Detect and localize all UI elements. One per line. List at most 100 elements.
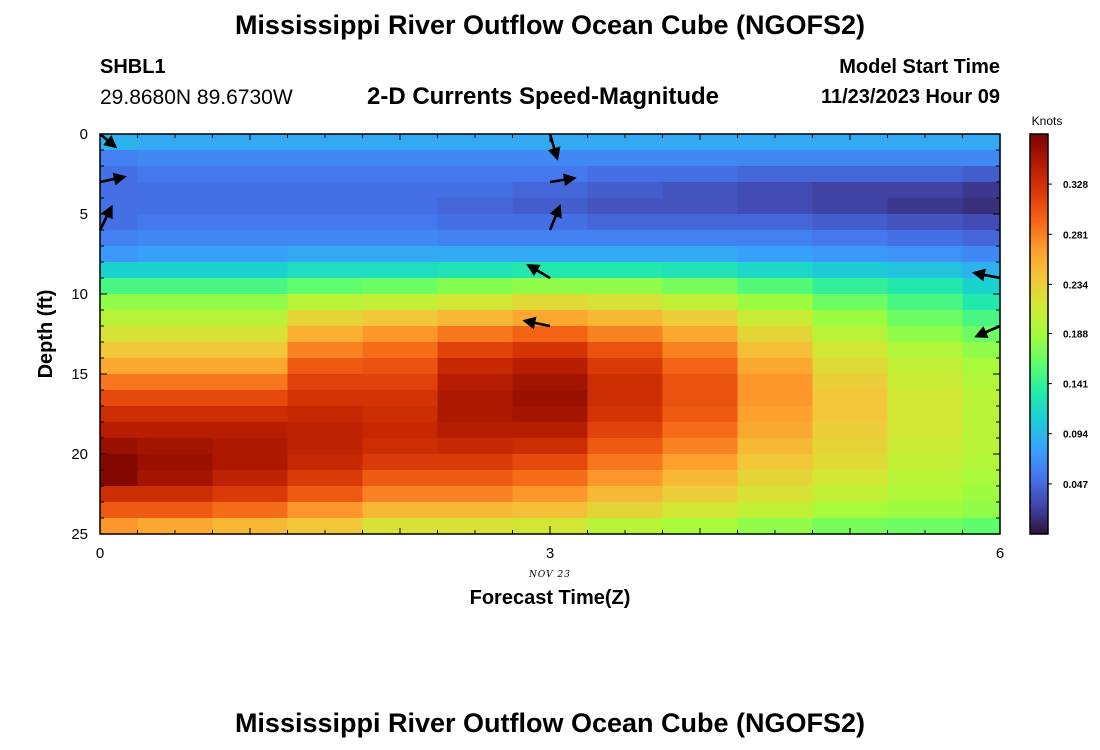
heatmap-cell — [100, 150, 139, 167]
heatmap-cell — [887, 406, 964, 423]
heatmap-cell — [662, 486, 739, 503]
heatmap-cell — [812, 294, 889, 311]
heatmap-cell — [887, 262, 964, 279]
heatmap-cell — [737, 310, 814, 327]
heatmap-cell — [962, 486, 1001, 503]
heatmap-cell — [137, 166, 214, 183]
heatmap-cell — [737, 374, 814, 391]
heatmap-cell — [437, 390, 514, 407]
heatmap-cell — [512, 182, 589, 199]
heatmap-cell — [812, 166, 889, 183]
heatmap-cell — [662, 278, 739, 295]
heatmap-cell — [100, 518, 139, 535]
heatmap-cell — [587, 502, 664, 519]
heatmap-cell — [587, 166, 664, 183]
heatmap-cell — [812, 390, 889, 407]
heatmap-cell — [662, 454, 739, 471]
heatmap-cell — [962, 406, 1001, 423]
heatmap-cell — [962, 438, 1001, 455]
heatmap-cell — [737, 406, 814, 423]
heatmap-cell — [137, 422, 214, 439]
heatmap-cell — [737, 166, 814, 183]
heatmap-cell — [737, 214, 814, 231]
heatmap-cell — [362, 518, 439, 535]
heatmap-cell — [812, 342, 889, 359]
heatmap-cell — [512, 502, 589, 519]
heatmap-cell — [212, 326, 289, 343]
heatmap-cell — [287, 454, 364, 471]
heatmap-cell — [662, 166, 739, 183]
heatmap-cell — [137, 182, 214, 199]
colorbar-tick-label: 0.281 — [1063, 230, 1088, 241]
current-vector-arrow — [99, 133, 118, 149]
heatmap-cell — [662, 182, 739, 199]
current-vector-arrow — [522, 316, 551, 330]
heatmap-cell — [512, 214, 589, 231]
y-tick-label: 10 — [71, 286, 88, 303]
colorbar-tick-label: 0.094 — [1063, 430, 1088, 441]
heatmap-cell — [137, 134, 214, 151]
y-tick-label: 15 — [71, 366, 88, 383]
heatmap-cell — [812, 470, 889, 487]
heatmap-cell — [662, 230, 739, 247]
heatmap-cell — [662, 246, 739, 263]
heatmap-cell — [662, 422, 739, 439]
heatmap-cell — [812, 150, 889, 167]
heatmap-cell — [887, 230, 964, 247]
heatmap-cell — [962, 310, 1001, 327]
heatmap-cell — [362, 214, 439, 231]
heatmap-cell — [362, 134, 439, 151]
heatmap-cells — [100, 134, 1001, 535]
heatmap-cell — [212, 246, 289, 263]
current-vector-arrow — [526, 263, 551, 280]
heatmap-cell — [812, 454, 889, 471]
heatmap-cell — [662, 326, 739, 343]
heatmap-cell — [287, 470, 364, 487]
heatmap-cell — [587, 150, 664, 167]
heatmap-cell — [137, 262, 214, 279]
x-sublabel: NOV 23 — [528, 570, 571, 580]
heatmap-cell — [100, 470, 139, 487]
heatmap-cell — [437, 326, 514, 343]
y-tick-label: 0 — [80, 126, 88, 143]
heatmap-cell — [737, 470, 814, 487]
heatmap-cell — [437, 166, 514, 183]
heatmap-cell — [662, 294, 739, 311]
x-tick-label: 3 — [546, 545, 554, 562]
heatmap-cell — [887, 438, 964, 455]
heatmap-cell — [100, 262, 139, 279]
heatmap-cell — [587, 518, 664, 535]
heatmap-cell — [512, 310, 589, 327]
heatmap-cell — [962, 150, 1001, 167]
heatmap-cell — [887, 246, 964, 263]
heatmap-cell — [137, 486, 214, 503]
heatmap-cell — [662, 342, 739, 359]
heatmap-cell — [662, 438, 739, 455]
heatmap-cell — [512, 470, 589, 487]
heatmap-cell — [737, 342, 814, 359]
heatmap-cell — [362, 342, 439, 359]
heatmap-cell — [887, 182, 964, 199]
heatmap-cell — [362, 262, 439, 279]
heatmap-cell — [362, 438, 439, 455]
heatmap-cell — [212, 518, 289, 535]
heatmap-cell — [100, 438, 139, 455]
heatmap-cell — [100, 358, 139, 375]
heatmap-cell — [662, 150, 739, 167]
heatmap-cell — [212, 166, 289, 183]
heatmap-cell — [812, 310, 889, 327]
heatmap-cell — [100, 230, 139, 247]
heatmap-cell — [662, 262, 739, 279]
heatmap-cell — [662, 390, 739, 407]
model-start-label: Model Start Time — [839, 56, 1000, 78]
heatmap-cell — [512, 166, 589, 183]
heatmap-cell — [587, 134, 664, 151]
heatmap-cell — [587, 374, 664, 391]
current-vector-arrow — [974, 324, 1001, 339]
heatmap-cell — [587, 438, 664, 455]
heatmap-cell — [437, 246, 514, 263]
heatmap-cell — [587, 326, 664, 343]
heatmap-cell — [362, 326, 439, 343]
heatmap-cell — [362, 358, 439, 375]
